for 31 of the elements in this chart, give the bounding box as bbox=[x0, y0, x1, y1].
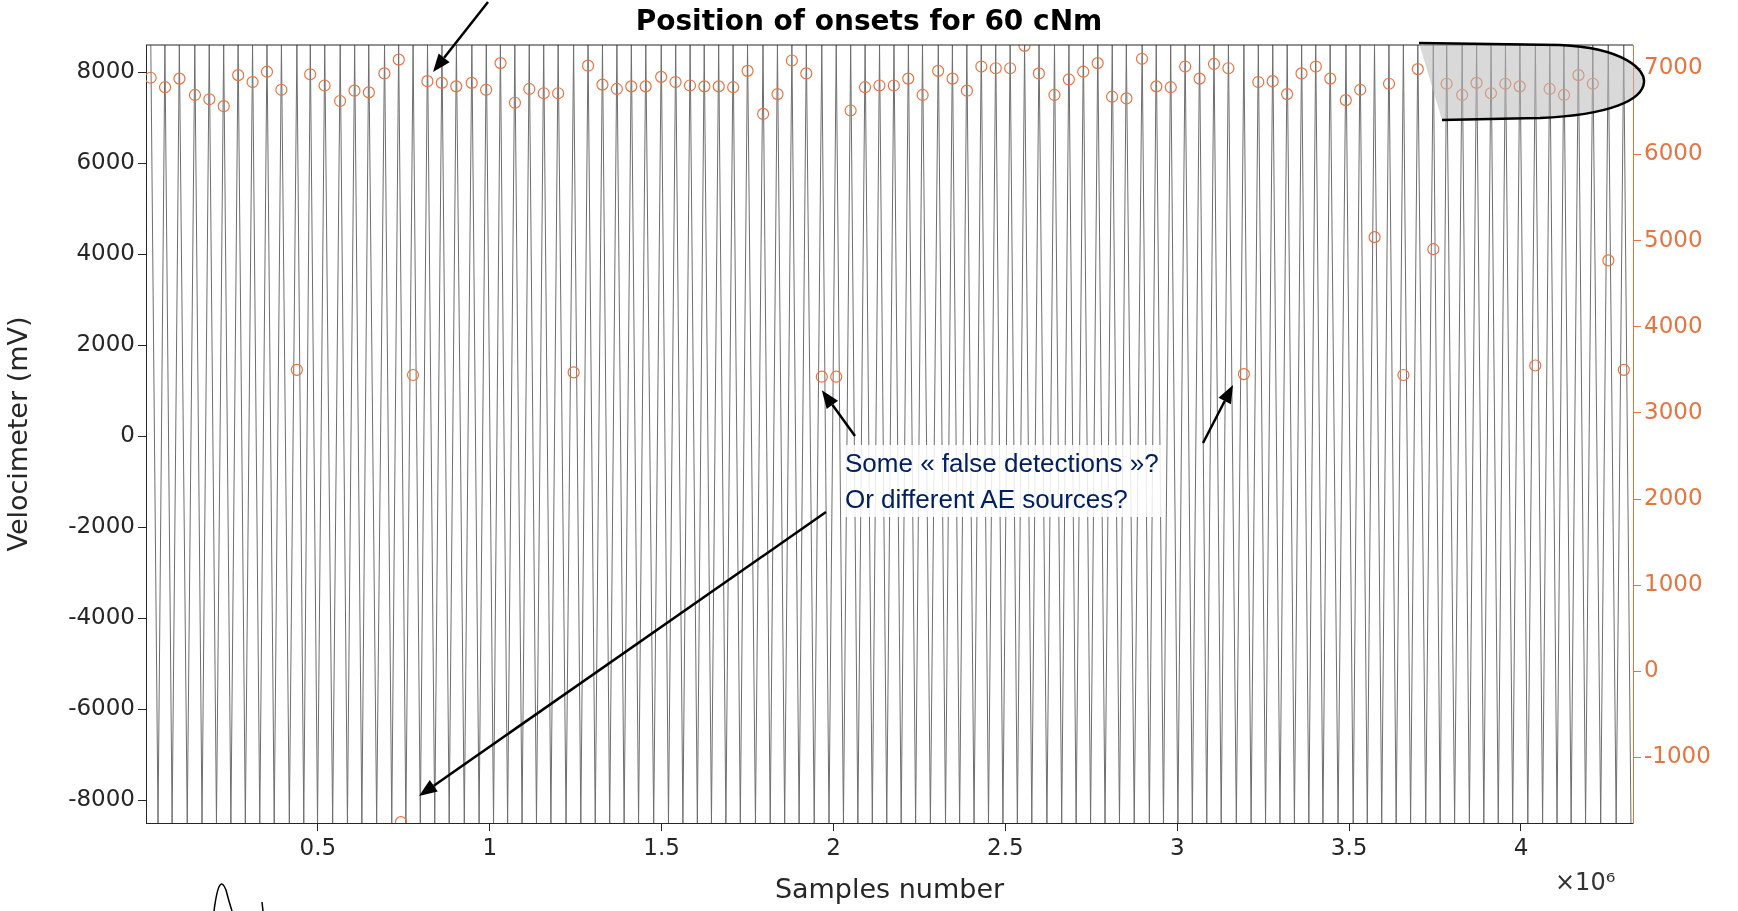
x-tick-label: 3 bbox=[1169, 833, 1185, 860]
x-tick-label: 2.5 bbox=[987, 833, 1024, 860]
y2-tick-label: 2000 bbox=[1644, 484, 1703, 511]
x-tick-label: 1 bbox=[482, 833, 498, 860]
y-axis-title: Velocimeter (mV) bbox=[2, 316, 34, 552]
y2-tick-label: 6000 bbox=[1644, 139, 1703, 166]
x-tick-label: 1.5 bbox=[643, 833, 680, 860]
y2-tick-label: 7000 bbox=[1644, 53, 1703, 80]
y-tick-label: -4000 bbox=[68, 603, 135, 630]
annotation: Some « false detections »? Or different AE sources? bbox=[843, 445, 1161, 517]
y-tick-label: 4000 bbox=[76, 239, 135, 266]
y2-tick-label: 1000 bbox=[1644, 570, 1703, 597]
y-tick-label: 6000 bbox=[76, 148, 135, 175]
x-tick-label: 4 bbox=[1513, 833, 1529, 860]
y2-tick-label: 3000 bbox=[1644, 397, 1703, 424]
text: ×10⁶ bbox=[1555, 868, 1616, 896]
chart-title: Position of onsets for 60 cNm bbox=[634, 4, 1104, 37]
y2-tick-label: 4000 bbox=[1644, 311, 1703, 338]
y2-tick-label: 0 bbox=[1644, 656, 1659, 683]
x-axis-title: Samples number bbox=[774, 872, 1006, 904]
y2-tick-label: -1000 bbox=[1644, 742, 1711, 769]
x-tick-label: 3.5 bbox=[1330, 833, 1368, 860]
y-tick-label: -2000 bbox=[68, 512, 135, 539]
x-tick-label: 2 bbox=[826, 833, 841, 860]
y2-tick-label: 5000 bbox=[1644, 225, 1703, 252]
y-tick-label: 8000 bbox=[76, 57, 135, 84]
y-tick-label: 2000 bbox=[76, 330, 135, 357]
y-tick-label: -6000 bbox=[68, 694, 135, 721]
x-tick-label: 0.5 bbox=[299, 833, 337, 860]
y-tick-label: -8000 bbox=[68, 785, 135, 812]
y-tick-label: 0 bbox=[120, 421, 135, 448]
